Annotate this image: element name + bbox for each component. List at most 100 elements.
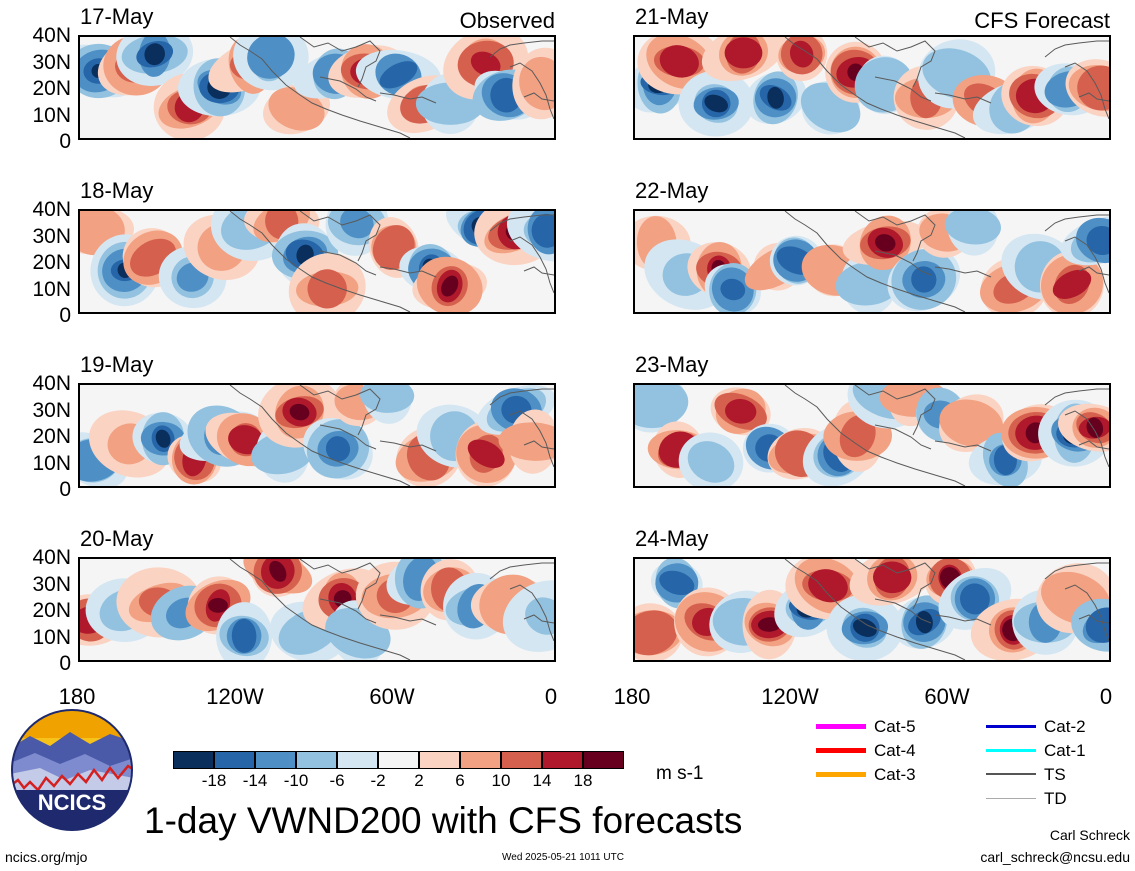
map-panel-20may: [78, 557, 556, 662]
coastline: [523, 266, 554, 276]
storm-legend-line: [816, 772, 866, 777]
coastline: [379, 266, 437, 278]
coastline: [509, 584, 554, 642]
coastline: [509, 410, 554, 468]
coastline: [784, 559, 966, 660]
panel-title-17may: 17-May: [80, 4, 154, 29]
wind-anomaly-contour: [704, 94, 729, 113]
wind-anomaly-contour: [808, 569, 848, 603]
storm-legend-line: [816, 748, 866, 753]
wind-anomaly-contour: [720, 278, 746, 301]
lat-label: 30N: [32, 398, 71, 422]
storm-legend-item: TS: [986, 765, 1106, 785]
footer-timestamp: Wed 2025-05-21 1011 UTC: [502, 852, 624, 863]
lon-label: 180: [613, 684, 651, 709]
storm-legend-item: Cat-4: [816, 741, 936, 761]
lat-label: 10N: [32, 103, 71, 127]
coastline: [784, 385, 966, 486]
wind-anomaly-contour: [531, 213, 554, 248]
coastline: [874, 424, 932, 450]
wind-anomaly-contour: [1077, 65, 1109, 111]
storm-legend-label: TD: [1044, 789, 1067, 808]
coastline: [229, 385, 411, 486]
colorbar-tick-label: -18: [201, 771, 227, 790]
wind-anomaly-contour: [724, 37, 763, 69]
colorbar-swatch: [583, 751, 624, 769]
storm-legend-line: [986, 725, 1036, 728]
lat-label: 40N: [32, 24, 71, 47]
wind-anomaly-contour: [789, 40, 814, 68]
footer-email: carl_schreck@ncsu.edu: [980, 849, 1130, 865]
wind-anomaly-contour: [635, 610, 678, 656]
lat-label: 40N: [32, 546, 71, 569]
lon-label: 180: [58, 684, 96, 709]
storm-legend-item: Cat-5: [816, 717, 936, 737]
wind-anomaly-contour: [944, 211, 1002, 245]
wind-anomaly-contour: [360, 385, 415, 413]
coastline: [523, 92, 554, 102]
colorbar-swatch: [419, 751, 460, 769]
vwnd-field: [80, 559, 554, 660]
lat-label: 30N: [32, 572, 71, 596]
wind-anomaly-contour: [767, 86, 784, 109]
lon-label: 120W: [206, 684, 264, 709]
wind-anomaly-contour: [915, 610, 933, 634]
storm-legend-item: TD: [986, 789, 1106, 809]
storm-legend-item: Cat-3: [816, 765, 936, 785]
wind-anomaly-contour: [467, 439, 505, 469]
panel-title-19may: 19-May: [80, 352, 154, 377]
lon-label: 60W: [369, 684, 415, 709]
wind-anomaly-contour: [1052, 269, 1092, 299]
wind-anomaly-contour: [231, 618, 257, 653]
vwnd-field: [635, 37, 1109, 138]
coastline: [299, 385, 381, 436]
wind-anomaly-contour: [441, 275, 459, 297]
coastline: [1064, 410, 1109, 468]
lat-label: 0: [59, 130, 71, 153]
colorbar-tick-label: -10: [283, 771, 309, 790]
coastline: [1064, 584, 1109, 642]
wind-anomaly-contour: [939, 399, 1004, 447]
wind-anomaly-contour: [959, 583, 990, 615]
vwnd-field: [80, 37, 554, 138]
colorbar-tick-label: 18: [573, 771, 593, 790]
coastline: [489, 388, 554, 406]
panel-corner-cfs-forecast: CFS Forecast: [974, 8, 1110, 33]
coastline: [1044, 562, 1109, 580]
wind-anomaly-contour: [659, 45, 699, 78]
coastline: [299, 37, 381, 88]
coastline: [509, 236, 554, 294]
logo-text: NCICS: [38, 790, 106, 815]
lat-label: 40N: [32, 198, 71, 221]
lat-label: 40N: [32, 372, 71, 395]
coastline: [489, 562, 554, 580]
storm-legend-line: [986, 798, 1036, 799]
coastline: [379, 440, 437, 452]
wind-anomaly-contour: [839, 414, 876, 458]
colorbar-tick-label: 10: [491, 771, 511, 790]
colorbar-swatch: [460, 751, 501, 769]
wind-anomaly-contour: [873, 561, 912, 594]
coastline: [1044, 214, 1109, 232]
wind-anomaly-contour: [911, 266, 937, 293]
coastline: [854, 385, 936, 436]
wind-anomaly-contour: [340, 211, 374, 239]
coastline: [229, 559, 411, 660]
wind-anomaly-contour: [852, 618, 877, 637]
map-panel-22may: [633, 209, 1111, 314]
vwnd-field: [80, 211, 554, 312]
storm-legend-label: Cat-1: [1044, 741, 1086, 760]
lat-label: 30N: [32, 224, 71, 248]
colorbar-tick-label: -14: [242, 771, 268, 790]
coastline: [1064, 236, 1109, 294]
colorbar-swatch: [255, 751, 296, 769]
storm-legend-label: Cat-5: [874, 717, 916, 736]
colorbar-tick-label: 6: [455, 771, 465, 790]
wind-anomaly-contour: [470, 51, 501, 77]
lat-label: 20N: [32, 251, 71, 274]
storm-legend-line: [816, 724, 866, 729]
lat-label: 10N: [32, 277, 71, 301]
coastline: [509, 62, 554, 120]
coastline: [854, 211, 936, 262]
colorbar-swatch: [173, 751, 214, 769]
